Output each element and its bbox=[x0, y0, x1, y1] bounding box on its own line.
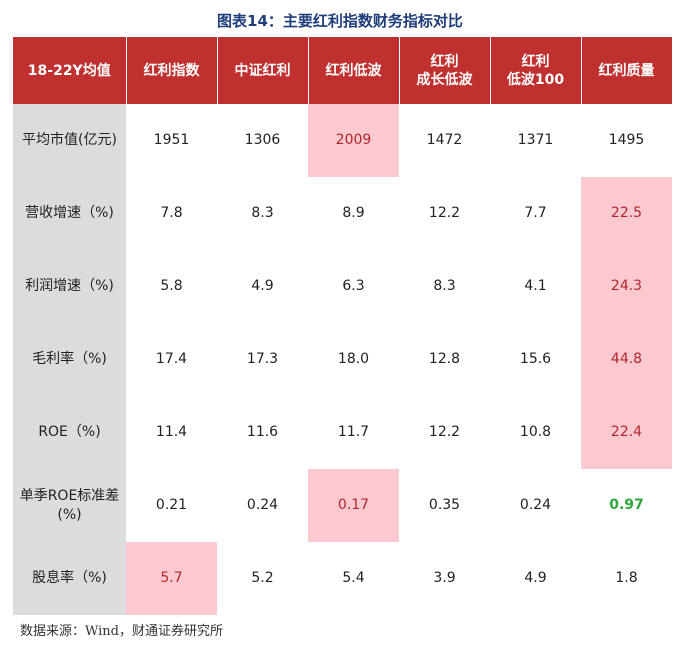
table-cell: 1.8 bbox=[615, 570, 638, 586]
table-cell-highlight: 44.8 bbox=[581, 323, 672, 396]
table-row: 营收增速（%) 7.8 8.3 8.9 12.2 7.7 22.5 bbox=[13, 177, 672, 250]
table-cell-highlight: 24.3 bbox=[581, 250, 672, 323]
row-label: 利润增速（%) bbox=[13, 250, 126, 323]
table-cell: 11.6 bbox=[246, 424, 279, 440]
table-cell: 1306 bbox=[244, 132, 281, 148]
table-cell: 3.9 bbox=[433, 570, 456, 586]
table-cell: 12.2 bbox=[428, 424, 461, 440]
table-cell: 17.3 bbox=[246, 351, 279, 367]
table-cell: 12.2 bbox=[428, 205, 461, 221]
table-cell: 8.9 bbox=[342, 205, 365, 221]
table-cell: 4.9 bbox=[524, 570, 547, 586]
comparison-table: 18-22Y均值 红利指数 中证红利 红利低波 红利 成长低波 红利 低波100… bbox=[13, 37, 673, 615]
table-row: 利润增速（%) 5.8 4.9 6.3 8.3 4.1 24.3 bbox=[13, 250, 672, 323]
table-cell: 1371 bbox=[517, 132, 554, 148]
source-note: 数据来源：Wind，财通证券研究所 bbox=[20, 624, 223, 639]
table-cell: 0.24 bbox=[519, 497, 552, 513]
table-cell: 15.6 bbox=[519, 351, 552, 367]
table-cell: 1495 bbox=[608, 132, 645, 148]
header-cell: 红利质量 bbox=[581, 37, 673, 104]
table-cell: 12.8 bbox=[428, 351, 461, 367]
table-cell: 0.24 bbox=[246, 497, 279, 513]
header-cell: 红利指数 bbox=[126, 37, 218, 104]
row-label: 营收增速（%) bbox=[13, 177, 126, 250]
row-label: 单季ROE标准差 (%) bbox=[13, 469, 126, 542]
table-cell: 7.8 bbox=[160, 205, 183, 221]
table-cell: 17.4 bbox=[155, 351, 188, 367]
row-label: 股息率（%) bbox=[13, 542, 126, 615]
table-cell: 8.3 bbox=[433, 278, 456, 294]
row-label: 毛利率（%) bbox=[13, 323, 126, 396]
table-cell: 11.4 bbox=[155, 424, 188, 440]
table-row: 平均市值(亿元) 1951 1306 2009 1472 1371 1495 bbox=[13, 104, 672, 177]
row-label: 平均市值(亿元) bbox=[13, 104, 126, 177]
figure-title: 图表14：主要红利指数财务指标对比 bbox=[217, 12, 463, 30]
table-cell: 0.21 bbox=[155, 497, 188, 513]
table-row: 单季ROE标准差 (%) 0.21 0.24 0.17 0.35 0.24 0.… bbox=[13, 469, 672, 542]
table-cell: 4.9 bbox=[251, 278, 274, 294]
header-row: 18-22Y均值 红利指数 中证红利 红利低波 红利 成长低波 红利 低波100… bbox=[13, 37, 673, 104]
table-cell: 8.3 bbox=[251, 205, 274, 221]
table-cell-highlight: 22.5 bbox=[581, 177, 672, 250]
header-cell: 18-22Y均值 bbox=[13, 37, 127, 104]
table-cell: 6.3 bbox=[342, 278, 365, 294]
table-cell: 1951 bbox=[153, 132, 190, 148]
table-cell: 5.8 bbox=[160, 278, 183, 294]
table-cell: 7.7 bbox=[524, 205, 547, 221]
row-label: ROE（%) bbox=[13, 396, 126, 469]
table-cell: 11.7 bbox=[337, 424, 370, 440]
table-cell: 4.1 bbox=[524, 278, 547, 294]
table-cell: 0.35 bbox=[428, 497, 461, 513]
table-cell-highlight: 5.7 bbox=[126, 542, 217, 615]
header-cell: 中证红利 bbox=[217, 37, 309, 104]
table-cell: 5.4 bbox=[342, 570, 365, 586]
table-cell: 10.8 bbox=[519, 424, 552, 440]
table-cell-green: 0.97 bbox=[609, 497, 644, 513]
table-cell: 5.2 bbox=[251, 570, 274, 586]
header-cell: 红利 低波100 bbox=[490, 37, 582, 104]
table-row: ROE（%) 11.4 11.6 11.7 12.2 10.8 22.4 bbox=[13, 396, 672, 469]
table-row: 股息率（%) 5.7 5.2 5.4 3.9 4.9 1.8 bbox=[13, 542, 672, 615]
table-cell-highlight: 2009 bbox=[308, 104, 399, 177]
table-cell-highlight: 22.4 bbox=[581, 396, 672, 469]
table-row: 毛利率（%) 17.4 17.3 18.0 12.8 15.6 44.8 bbox=[13, 323, 672, 396]
header-cell: 红利 成长低波 bbox=[399, 37, 491, 104]
table-cell: 1472 bbox=[426, 132, 463, 148]
table-cell-highlight: 0.17 bbox=[308, 469, 399, 542]
table-cell: 18.0 bbox=[337, 351, 370, 367]
header-cell: 红利低波 bbox=[308, 37, 400, 104]
